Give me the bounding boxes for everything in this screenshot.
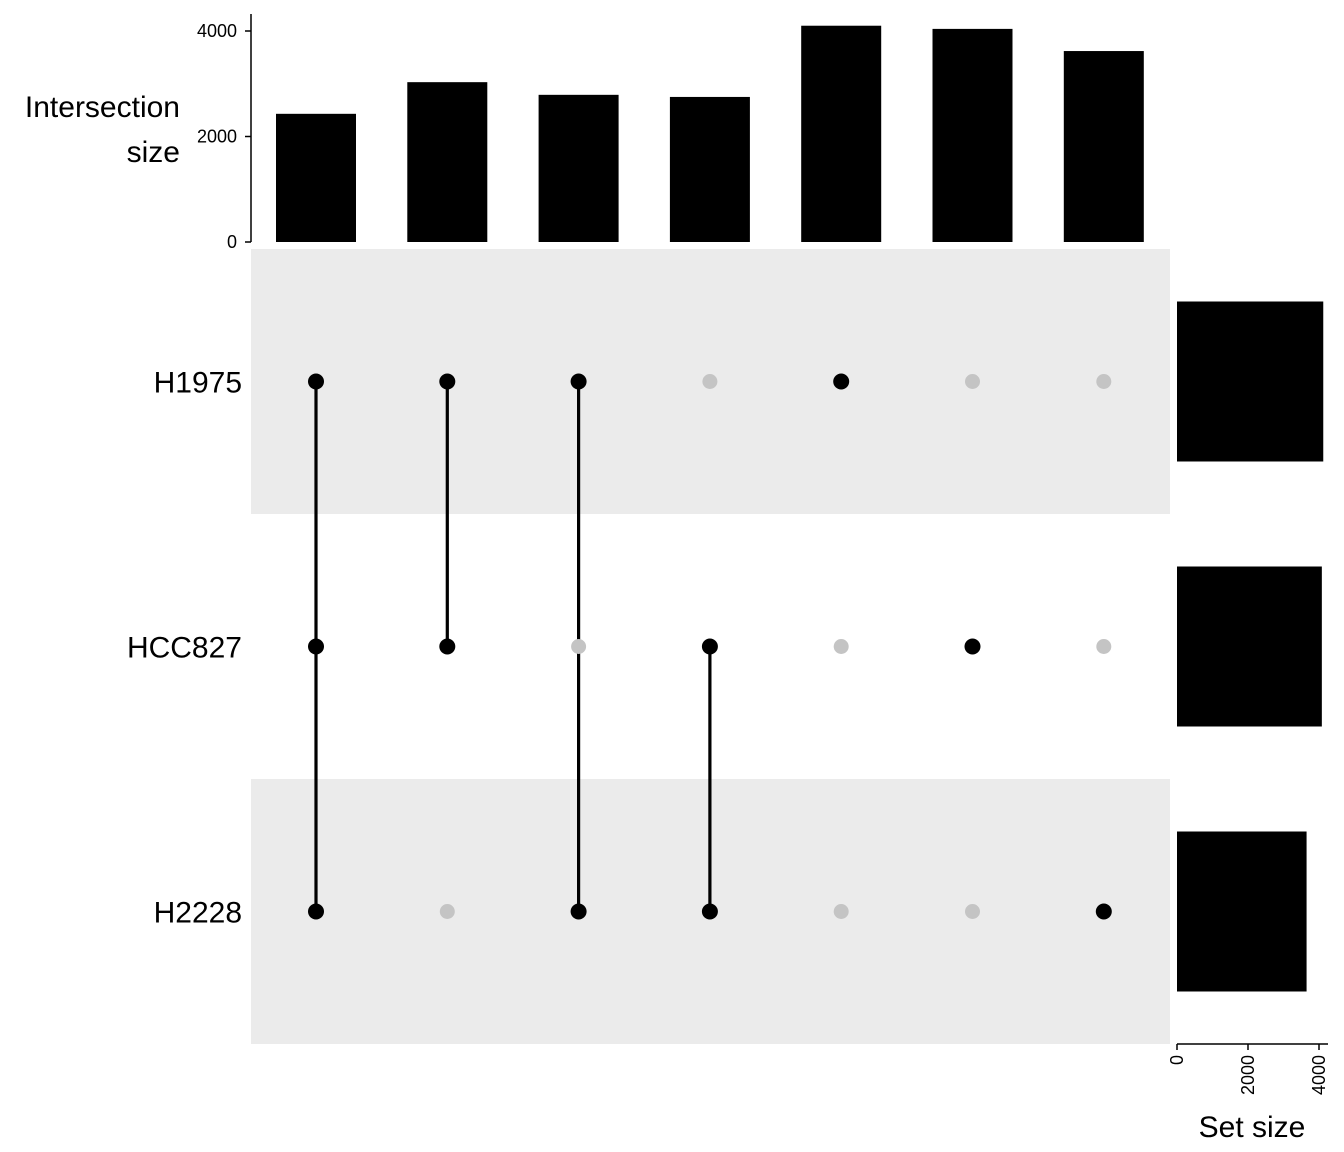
intersection-size-axis: 0 2000 4000 [197, 14, 252, 252]
set-labels: H1975 HCC827 H2228 [127, 367, 242, 930]
intersection-tick-label-4000: 4000 [197, 21, 237, 41]
dot-7-hcc827 [1096, 639, 1112, 654]
dot-6-h2228 [965, 904, 980, 919]
intersection-bar-1 [276, 113, 356, 242]
intersection-bar-3 [538, 94, 619, 242]
dot-7-h1975 [1096, 374, 1112, 389]
set-size-bar-hcc827 [1177, 566, 1322, 727]
intersection-size-title: Intersection size [25, 91, 180, 169]
set-size-tick-label-4000: 4000 [1309, 1055, 1329, 1095]
intersection-title-line-2: size [127, 136, 180, 169]
dot-4-h1975 [702, 374, 718, 389]
intersection-title-line-1: Intersection [25, 91, 180, 124]
dot-2-h2228 [439, 904, 455, 919]
dot-2-hcc827 [439, 638, 456, 655]
intersection-bar-5 [801, 25, 882, 242]
dot-6-h1975 [965, 374, 980, 389]
dot-5-hcc827 [833, 639, 849, 654]
intersection-bar-4 [669, 96, 750, 242]
set-label-hcc827: HCC827 [127, 632, 242, 665]
dot-1-h2228 [308, 903, 324, 920]
dot-4-h2228 [701, 903, 718, 920]
set-size-title: Set size [1199, 1111, 1306, 1144]
set-size-axis: Set size 0 2000 4000 [1167, 1043, 1329, 1144]
dot-1-hcc827 [308, 638, 324, 655]
intersection-size-bars [276, 25, 1144, 242]
set-label-h2228: H2228 [154, 897, 242, 930]
matrix-dots [308, 373, 1112, 920]
set-size-tick-label-2000: 2000 [1238, 1055, 1258, 1095]
dot-5-h2228 [833, 904, 849, 919]
intersection-bar-6 [932, 28, 1013, 242]
dot-3-h2228 [570, 903, 587, 920]
dot-3-hcc827 [571, 639, 587, 654]
set-size-tick-label-0: 0 [1167, 1055, 1187, 1065]
intersection-tick-label-2000: 2000 [197, 127, 237, 147]
set-size-bars [1177, 301, 1324, 992]
intersection-bar-7 [1063, 51, 1144, 242]
dot-2-h1975 [439, 373, 456, 390]
dot-6-hcc827 [964, 638, 981, 655]
set-label-h1975: H1975 [154, 367, 242, 400]
dot-3-h1975 [570, 373, 587, 390]
dot-7-h2228 [1095, 903, 1112, 920]
intersection-bar-2 [407, 82, 488, 242]
set-size-bar-h2228 [1177, 831, 1307, 992]
dot-4-hcc827 [701, 638, 718, 655]
intersection-tick-label-0: 0 [227, 232, 237, 252]
dot-5-h1975 [833, 373, 850, 390]
dot-1-h1975 [308, 373, 324, 390]
set-size-bar-h1975 [1177, 301, 1324, 462]
